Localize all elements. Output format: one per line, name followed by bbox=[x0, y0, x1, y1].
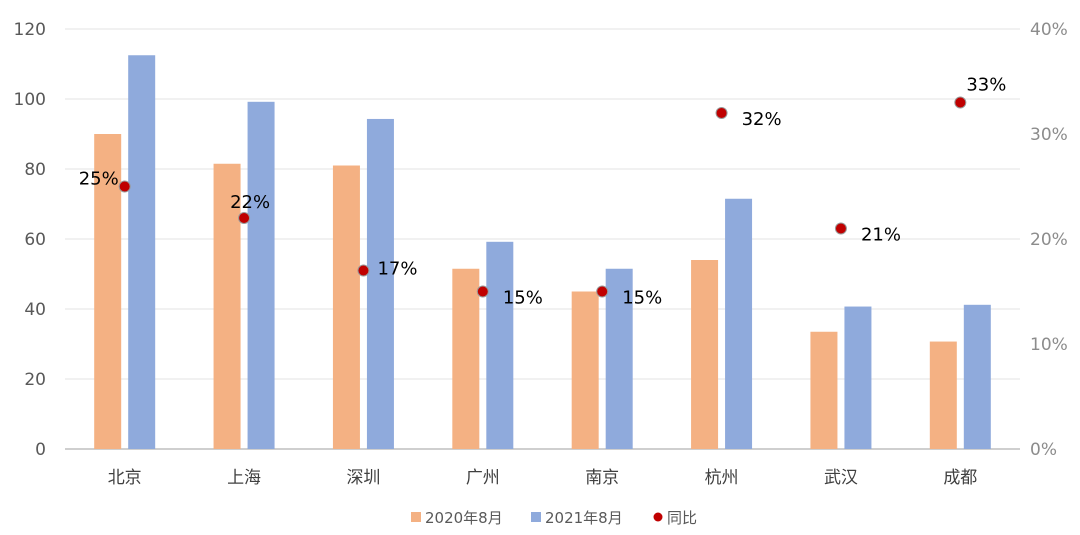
bar-2021 bbox=[366, 118, 394, 449]
bar-2020 bbox=[810, 331, 838, 449]
y-right-tick-label: 10% bbox=[1030, 335, 1068, 355]
bar-2020 bbox=[332, 165, 360, 449]
yoy-data-label: 32% bbox=[742, 109, 782, 130]
y-left-tick-label: 0 bbox=[35, 440, 46, 460]
bar-2021 bbox=[844, 306, 872, 449]
bar-2020 bbox=[691, 260, 719, 449]
y-left-tick-label: 80 bbox=[24, 160, 46, 180]
y-right-tick-label: 40% bbox=[1030, 20, 1068, 40]
yoy-data-label: 22% bbox=[230, 192, 270, 213]
y-right-tick-label: 0% bbox=[1030, 440, 1057, 460]
legend-swatch bbox=[531, 512, 541, 522]
bar-2021 bbox=[725, 198, 753, 449]
bar-2020 bbox=[929, 341, 957, 449]
legend-label: 2021年8月 bbox=[545, 509, 623, 527]
yoy-data-label: 17% bbox=[377, 259, 417, 280]
x-tick-label: 北京 bbox=[108, 468, 142, 488]
legend-label: 2020年8月 bbox=[425, 509, 503, 527]
yoy-point bbox=[357, 264, 370, 277]
y-left-tick-label: 20 bbox=[24, 370, 46, 390]
bar-2020 bbox=[571, 291, 599, 449]
yoy-point bbox=[834, 222, 847, 235]
x-tick-label: 武汉 bbox=[824, 468, 858, 488]
legend-swatch bbox=[411, 512, 421, 522]
yoy-data-label: 21% bbox=[861, 225, 901, 246]
yoy-data-label: 25% bbox=[79, 169, 119, 190]
legend-swatch bbox=[653, 512, 663, 522]
x-tick-label: 南京 bbox=[585, 468, 619, 488]
yoy-data-label: 33% bbox=[966, 75, 1006, 96]
yoy-data-label: 15% bbox=[622, 288, 662, 309]
x-tick-label: 深圳 bbox=[346, 468, 380, 488]
x-tick-label: 广州 bbox=[466, 468, 500, 488]
bar-2020 bbox=[94, 134, 122, 449]
legend-label: 同比 bbox=[667, 509, 697, 527]
y-right-tick-label: 20% bbox=[1030, 230, 1068, 250]
y-left-tick-label: 100 bbox=[14, 90, 46, 110]
bar-2021 bbox=[605, 268, 633, 449]
y-left-tick-label: 60 bbox=[24, 230, 46, 250]
bar-2020 bbox=[213, 163, 241, 449]
x-tick-label: 杭州 bbox=[705, 468, 739, 488]
yoy-point bbox=[118, 180, 131, 193]
bar-2021 bbox=[128, 55, 156, 449]
yoy-point bbox=[715, 107, 728, 119]
yoy-point bbox=[238, 212, 251, 224]
yoy-data-label: 15% bbox=[503, 288, 543, 309]
bar-2021 bbox=[486, 241, 514, 449]
y-left-tick-label: 40 bbox=[24, 300, 46, 320]
bar-2020 bbox=[452, 268, 480, 449]
x-tick-label: 成都 bbox=[943, 468, 977, 488]
y-left-tick-label: 120 bbox=[14, 20, 46, 40]
x-tick-label: 上海 bbox=[227, 468, 261, 488]
y-right-tick-label: 30% bbox=[1030, 125, 1068, 145]
yoy-point bbox=[476, 285, 489, 298]
bar-2021 bbox=[247, 101, 275, 450]
yoy-point bbox=[596, 285, 609, 298]
bar-2021 bbox=[963, 304, 991, 449]
yoy-point bbox=[954, 96, 967, 109]
